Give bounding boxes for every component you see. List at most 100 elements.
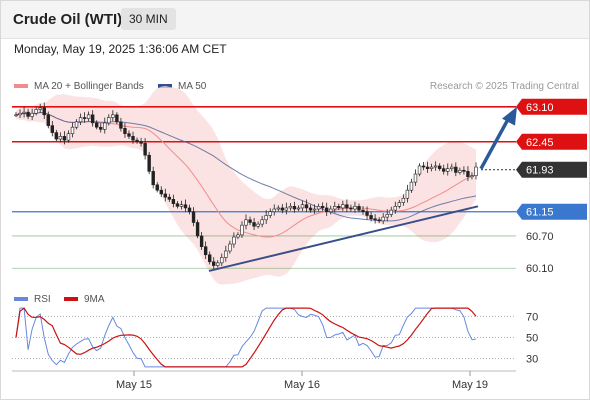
instrument-title: Crude Oil (WTI) (13, 11, 123, 28)
candle-down (187, 207, 192, 213)
candle-up (107, 117, 111, 124)
legend-rsi: RSI (14, 294, 51, 305)
rsi-tick-30: 30 (526, 354, 538, 366)
candle-down (159, 189, 163, 195)
candle-up (224, 250, 228, 258)
candle-up (300, 204, 305, 209)
candle-down (252, 222, 256, 227)
trend-line (208, 205, 479, 272)
legend-rsi-ma-label: 9MA (84, 294, 105, 305)
legend-rsi-ma: 9MA (64, 294, 105, 305)
candle-down (171, 199, 176, 204)
candle-down (155, 184, 159, 191)
projection-arrow-head (502, 106, 517, 126)
candle-down (42, 107, 46, 116)
candle-up (389, 209, 393, 215)
candle-up (272, 208, 276, 213)
candle-up (22, 111, 26, 114)
candle-up (103, 122, 107, 130)
candle-down (437, 165, 442, 169)
candle-up (393, 206, 397, 211)
candle-up (474, 166, 478, 176)
legend-ma20-label: MA 20 + Bollinger Bands (34, 81, 144, 92)
candle-up (288, 206, 293, 209)
candle-up (30, 112, 34, 117)
candle-up (34, 109, 38, 114)
rsi-swatch (14, 297, 28, 302)
candle-up (413, 173, 418, 183)
ma20-swatch (14, 84, 28, 89)
candle-up (179, 204, 184, 207)
candle-up (450, 166, 454, 169)
candle-down (365, 211, 369, 216)
candle-down (292, 206, 297, 210)
candle-down (462, 169, 466, 172)
candle-up (220, 257, 224, 264)
candle-up (78, 117, 83, 123)
candle-up (264, 215, 268, 221)
candle-up (417, 165, 422, 175)
legend-rsi-label: RSI (34, 294, 51, 305)
candle-down (90, 114, 95, 124)
candle-up (341, 204, 345, 209)
candle-down (175, 203, 180, 207)
candle-up (268, 211, 272, 216)
candle-up (240, 224, 244, 236)
level-label-62.45: 62.45 (526, 137, 554, 149)
candle-down (345, 204, 349, 209)
legend-ma50-label: MA 50 (178, 81, 207, 92)
candle-down (203, 246, 208, 256)
candle-up (385, 214, 389, 218)
legend-ma20: MA 20 + Bollinger Bands (14, 81, 144, 92)
candle-down (280, 207, 285, 211)
candle-up (111, 114, 115, 118)
candle-up (397, 202, 402, 207)
level-label-61.93: 61.93 (526, 165, 554, 177)
candle-down (337, 206, 341, 209)
candle-up (70, 126, 75, 134)
candle-down (248, 219, 252, 223)
candle-down (82, 117, 87, 119)
candle-down (349, 207, 353, 210)
candle-down (131, 136, 135, 141)
candle-down (377, 219, 381, 222)
candle-down (308, 207, 313, 211)
interval-badge[interactable]: 30 MIN (121, 8, 176, 30)
candle-up (329, 208, 333, 213)
candle-down (135, 139, 139, 143)
candle-down (421, 165, 426, 168)
candle-down (183, 204, 188, 209)
candle-down (147, 154, 151, 172)
candle-down (325, 207, 329, 213)
x-tick-label: May 15 (116, 379, 152, 391)
candle-up (216, 262, 220, 266)
candle-down (167, 196, 172, 200)
rsi-ma-line (15, 307, 477, 368)
candle-up (458, 169, 462, 173)
candle-down (26, 111, 30, 117)
candle-down (195, 222, 200, 237)
candle-down (425, 166, 430, 169)
timestamp: Monday, May 19, 2025 1:36:06 AM CET (14, 42, 227, 56)
candle-down (357, 206, 361, 211)
candle-down (54, 132, 59, 140)
candle-up (409, 181, 414, 191)
candle-up (236, 234, 240, 238)
candle-down (442, 168, 446, 172)
level-label-63.10: 63.10 (526, 102, 554, 114)
candle-down (163, 193, 167, 198)
candle-up (244, 219, 248, 226)
candle-up (256, 223, 260, 227)
candle-down (199, 235, 204, 248)
candle-up (66, 133, 71, 141)
header-bar: Crude Oil (WTI) 30 MIN (1, 1, 589, 39)
candle-down (99, 126, 103, 130)
candle-up (228, 243, 232, 252)
candle-down (454, 166, 458, 173)
rsi-tick-50: 50 (526, 333, 538, 345)
candle-up (429, 166, 434, 169)
candle-down (123, 127, 127, 134)
candle-up (381, 216, 385, 222)
